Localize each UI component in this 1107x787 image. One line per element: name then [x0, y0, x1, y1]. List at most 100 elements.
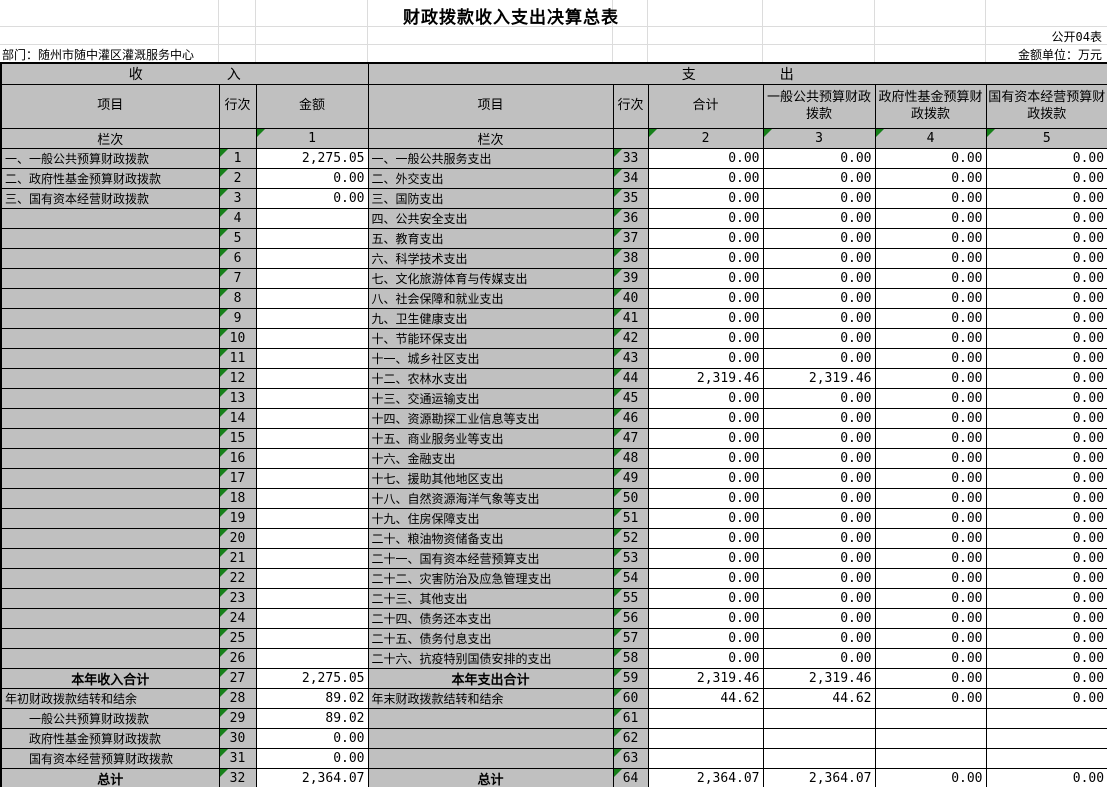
- exp-rowno-cell[interactable]: 43: [612, 348, 649, 369]
- exp-item-cell[interactable]: 二十六、抗疫特别国债安排的支出: [367, 648, 614, 669]
- income-item-cell[interactable]: [0, 608, 220, 629]
- income-amount-cell[interactable]: [255, 208, 369, 229]
- exp-item-cell[interactable]: 二十三、其他支出: [367, 588, 614, 609]
- exp-total-cell[interactable]: 0.00: [647, 468, 764, 489]
- income-amount-cell[interactable]: [255, 548, 369, 569]
- exp-rowno-cell[interactable]: 45: [612, 388, 649, 409]
- income-rowno-cell[interactable]: 20: [218, 528, 257, 549]
- exp-general-cell[interactable]: 0.00: [762, 468, 876, 489]
- income-item-cell[interactable]: [0, 408, 220, 429]
- exp-rowno-cell[interactable]: 42: [612, 328, 649, 349]
- exp-govfund-cell[interactable]: 0.00: [874, 468, 987, 489]
- exp-statecap-cell[interactable]: 0.00: [985, 488, 1107, 509]
- exp-rowno-cell[interactable]: 53: [612, 548, 649, 569]
- exp-total-cell[interactable]: 0.00: [647, 268, 764, 289]
- income-rowno-cell[interactable]: 16: [218, 448, 257, 469]
- income-col-number[interactable]: 1: [255, 128, 369, 149]
- income-amount-cell[interactable]: [255, 308, 369, 329]
- income-rowno-cell[interactable]: 19: [218, 508, 257, 529]
- exp-item-cell[interactable]: 二十五、债务付息支出: [367, 628, 614, 649]
- exp-general-cell[interactable]: 0.00: [762, 188, 876, 209]
- exp-total-cell[interactable]: 0.00: [647, 348, 764, 369]
- exp-govfund-cell[interactable]: 0.00: [874, 568, 987, 589]
- exp-item-header[interactable]: 项目: [367, 84, 614, 129]
- exp-item-cell[interactable]: 十二、农林水支出: [367, 368, 614, 389]
- exp-rowno-cell[interactable]: 48: [612, 448, 649, 469]
- income-item-cell[interactable]: [0, 648, 220, 669]
- exp-general-cell[interactable]: 0.00: [762, 428, 876, 449]
- exp-item-cell[interactable]: 十、节能环保支出: [367, 328, 614, 349]
- income-item-cell[interactable]: [0, 508, 220, 529]
- exp-general-cell[interactable]: 0.00: [762, 508, 876, 529]
- exp-statecap-cell[interactable]: 0.00: [985, 408, 1107, 429]
- exp-statecap-cell[interactable]: 0.00: [985, 528, 1107, 549]
- income-lanci-label[interactable]: 栏次: [0, 128, 220, 149]
- exp-total-cell[interactable]: 2,319.46: [647, 368, 764, 389]
- income-item-cell[interactable]: 三、国有资本经营财政拨款: [0, 188, 220, 209]
- exp-general-cell[interactable]: [762, 748, 876, 769]
- exp-rowno-header[interactable]: 行次: [612, 84, 649, 129]
- exp-total-cell[interactable]: 0.00: [647, 308, 764, 329]
- exp-item-cell[interactable]: 本年支出合计: [367, 668, 614, 689]
- income-amount-cell[interactable]: [255, 648, 369, 669]
- income-amount-cell[interactable]: [255, 488, 369, 509]
- exp-general-cell[interactable]: 0.00: [762, 388, 876, 409]
- exp-general-cell[interactable]: [762, 728, 876, 749]
- exp-rowno-cell[interactable]: 50: [612, 488, 649, 509]
- exp-govfund-cell[interactable]: 0.00: [874, 168, 987, 189]
- exp-item-cell[interactable]: 十四、资源勘探工业信息等支出: [367, 408, 614, 429]
- exp-statecap-cell[interactable]: 0.00: [985, 468, 1107, 489]
- exp-total-cell[interactable]: 0.00: [647, 648, 764, 669]
- exp-item-cell[interactable]: 十五、商业服务业等支出: [367, 428, 614, 449]
- exp-rowno-cell[interactable]: 35: [612, 188, 649, 209]
- exp-govfund-cell[interactable]: 0.00: [874, 768, 987, 787]
- exp-general-cell[interactable]: 0.00: [762, 628, 876, 649]
- exp-item-cell[interactable]: [367, 728, 614, 749]
- exp-general-cell[interactable]: 0.00: [762, 648, 876, 669]
- exp-statecap-cell[interactable]: 0.00: [985, 288, 1107, 309]
- income-amount-cell[interactable]: [255, 388, 369, 409]
- exp-govfund-cell[interactable]: 0.00: [874, 328, 987, 349]
- income-rowno-cell[interactable]: 31: [218, 748, 257, 769]
- exp-statecap-cell[interactable]: 0.00: [985, 308, 1107, 329]
- income-item-cell[interactable]: [0, 448, 220, 469]
- exp-statecap-cell[interactable]: 0.00: [985, 648, 1107, 669]
- exp-lanci-label[interactable]: 栏次: [367, 128, 614, 149]
- exp-statecap-cell[interactable]: 0.00: [985, 328, 1107, 349]
- exp-general-cell[interactable]: 0.00: [762, 308, 876, 329]
- income-amount-cell[interactable]: [255, 468, 369, 489]
- exp-rowno-cell[interactable]: 38: [612, 248, 649, 269]
- income-item-cell[interactable]: [0, 388, 220, 409]
- exp-general-cell[interactable]: 0.00: [762, 528, 876, 549]
- exp-rowno-cell[interactable]: 49: [612, 468, 649, 489]
- exp-statecap-cell[interactable]: 0.00: [985, 508, 1107, 529]
- income-rowno-cell[interactable]: 22: [218, 568, 257, 589]
- exp-rowno-cell[interactable]: 46: [612, 408, 649, 429]
- income-item-cell[interactable]: 二、政府性基金预算财政拨款: [0, 168, 220, 189]
- income-rowno-cell[interactable]: 3: [218, 188, 257, 209]
- exp-statecap-cell[interactable]: 0.00: [985, 208, 1107, 229]
- income-amount-cell[interactable]: [255, 348, 369, 369]
- income-rowno-cell[interactable]: 15: [218, 428, 257, 449]
- exp-statecap-cell[interactable]: 0.00: [985, 448, 1107, 469]
- income-amount-cell[interactable]: [255, 228, 369, 249]
- exp-statecap-cell[interactable]: 0.00: [985, 388, 1107, 409]
- income-amount-cell[interactable]: [255, 368, 369, 389]
- income-rowno-cell[interactable]: 5: [218, 228, 257, 249]
- exp-total-cell[interactable]: 0.00: [647, 428, 764, 449]
- income-amount-cell[interactable]: [255, 328, 369, 349]
- exp-item-cell[interactable]: 二十四、债务还本支出: [367, 608, 614, 629]
- income-item-cell[interactable]: [0, 628, 220, 649]
- exp-general-cell[interactable]: 2,364.07: [762, 768, 876, 787]
- income-rowno-cell[interactable]: 32: [218, 768, 257, 787]
- income-amount-cell[interactable]: 0.00: [255, 748, 369, 769]
- exp-rowno-cell[interactable]: 44: [612, 368, 649, 389]
- income-item-cell[interactable]: [0, 348, 220, 369]
- exp-govfund-cell[interactable]: [874, 728, 987, 749]
- exp-general-cell[interactable]: 0.00: [762, 228, 876, 249]
- exp-total-cell[interactable]: 0.00: [647, 608, 764, 629]
- income-item-cell[interactable]: 国有资本经营预算财政拨款: [0, 748, 220, 769]
- exp-general-cell[interactable]: 0.00: [762, 288, 876, 309]
- exp-item-cell[interactable]: 十六、金融支出: [367, 448, 614, 469]
- exp-govfund-cell[interactable]: 0.00: [874, 208, 987, 229]
